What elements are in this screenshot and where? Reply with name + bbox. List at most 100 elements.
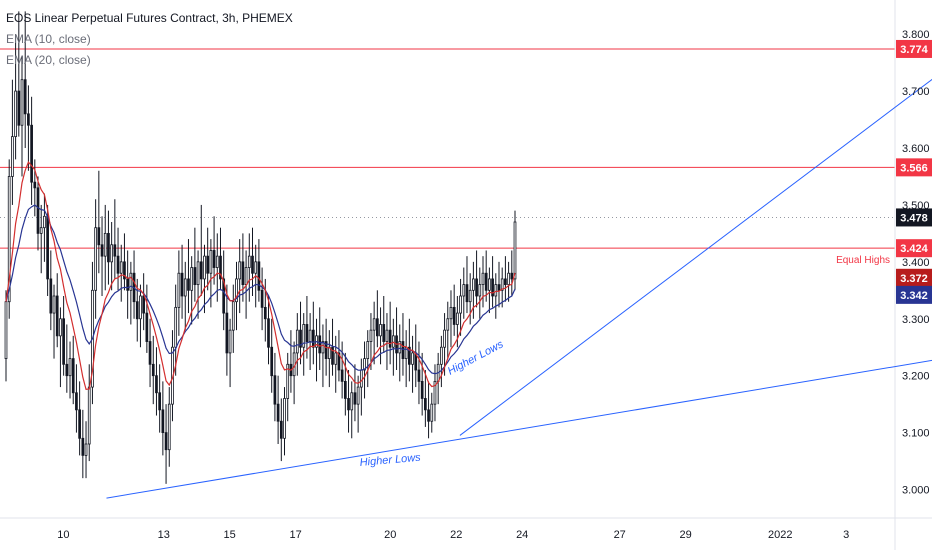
candle-body xyxy=(36,187,40,234)
candle-body xyxy=(484,272,488,291)
candle-body xyxy=(276,403,280,422)
candle-body xyxy=(148,341,152,365)
candle-body xyxy=(81,437,85,456)
candle-body xyxy=(39,227,43,234)
candle-body xyxy=(347,398,350,411)
candle-body xyxy=(331,346,334,365)
candle-body xyxy=(84,443,88,456)
candle-body xyxy=(33,181,37,189)
candle-body xyxy=(353,392,357,405)
candle-body xyxy=(219,255,222,280)
candle-body xyxy=(209,250,213,274)
candle-body xyxy=(222,278,226,314)
candle-body xyxy=(382,324,386,342)
candle-body xyxy=(497,284,501,291)
trendline xyxy=(459,78,932,436)
candle-body xyxy=(443,329,446,348)
x-tick-label: 20 xyxy=(384,529,396,541)
candle-body xyxy=(103,232,107,257)
candle-body xyxy=(52,295,56,314)
candle-body xyxy=(123,261,126,280)
ema20-line xyxy=(5,204,516,375)
y-tick-label: 3.700 xyxy=(902,86,930,98)
candle-body xyxy=(161,409,165,434)
candle-body xyxy=(340,369,344,382)
ema20-label: EMA (20, close) xyxy=(6,53,91,67)
candle-body xyxy=(254,261,258,274)
candle-body xyxy=(135,301,139,320)
candle-body xyxy=(228,329,232,354)
candle-body xyxy=(270,346,274,377)
candle-body xyxy=(71,358,75,394)
candle-body xyxy=(177,272,181,308)
candle-body xyxy=(142,295,146,314)
candle-body xyxy=(257,261,261,291)
ema10-label: EMA (10, close) xyxy=(6,32,91,46)
candle-body xyxy=(446,318,450,331)
candle-body xyxy=(273,375,277,405)
candle-body xyxy=(46,215,49,280)
candle-body xyxy=(321,341,325,354)
candle-body xyxy=(215,255,219,268)
last-price-tag-bg xyxy=(896,208,932,227)
level-price-tag: 3.424 xyxy=(900,243,928,255)
candle-body xyxy=(337,352,341,371)
candle-body xyxy=(212,250,216,268)
candle-body xyxy=(55,295,59,337)
equal-highs-annotation: Equal Highs xyxy=(836,255,890,266)
candle-body xyxy=(308,329,312,342)
candle-body xyxy=(203,255,206,280)
y-tick-label: 3.000 xyxy=(902,485,930,497)
x-tick-label: 13 xyxy=(158,529,170,541)
candle-body xyxy=(375,318,379,337)
candle-body xyxy=(363,358,366,371)
candle-body xyxy=(324,341,328,360)
candle-body xyxy=(235,278,238,303)
candle-body xyxy=(183,278,187,297)
ema20-price-tag: 3.342 xyxy=(900,290,928,302)
candle-body xyxy=(500,278,504,291)
y-tick-label: 3.600 xyxy=(902,143,930,155)
y-tick-label: 3.800 xyxy=(902,29,930,41)
candle-body xyxy=(151,363,155,377)
candle-body xyxy=(369,329,373,342)
candle-body xyxy=(206,255,210,274)
y-tick-label: 3.400 xyxy=(902,257,930,269)
candle-body xyxy=(286,363,290,399)
candle-body xyxy=(427,409,430,422)
x-tick-label: 24 xyxy=(516,529,528,541)
candle-body xyxy=(68,358,72,377)
candle-body xyxy=(513,221,517,280)
candle-body xyxy=(295,329,299,354)
candle-body xyxy=(241,261,245,286)
candle-body xyxy=(87,386,91,445)
candle-body xyxy=(398,341,402,354)
trendline-label: Higher Lows xyxy=(359,452,421,469)
level-price-tag: 3.774 xyxy=(900,44,928,56)
candle-body xyxy=(318,335,322,354)
candle-body xyxy=(449,306,453,320)
candle-body xyxy=(155,375,158,394)
candle-body xyxy=(385,329,389,342)
candle-body xyxy=(113,244,117,257)
candle-body xyxy=(244,267,248,286)
x-tick-label: 27 xyxy=(614,529,626,541)
candle-body xyxy=(126,278,130,291)
x-tick-label: 29 xyxy=(680,529,692,541)
candle-body xyxy=(379,324,382,337)
candle-body xyxy=(23,79,27,115)
candle-body xyxy=(366,341,370,360)
candle-body xyxy=(456,312,459,325)
candle-body xyxy=(129,272,133,291)
candle-body xyxy=(190,267,194,291)
candle-body xyxy=(100,244,104,257)
candle-body xyxy=(408,346,411,365)
candle-body xyxy=(299,329,302,348)
candle-body xyxy=(411,352,414,365)
candle-body xyxy=(193,267,197,286)
candle-body xyxy=(334,352,338,365)
candle-body xyxy=(359,369,363,388)
level-price-tag-bg xyxy=(896,158,932,177)
